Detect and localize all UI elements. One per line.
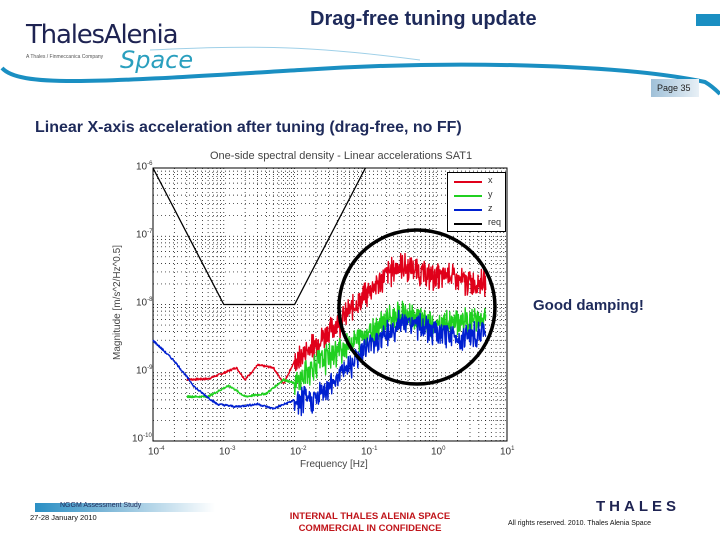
y-axis-label-wrap: Magnitude [m/s^2/Hz^0.5] [112,245,227,371]
footer-confidentiality: INTERNAL THALES ALENIA SPACE COMMERCIAL … [270,511,470,535]
company-logo: ThalesAlenia A Thales / Finmeccanica Com… [26,20,193,74]
chart-title: One-side spectral density - Linear accel… [210,150,473,162]
legend-item-z: z [452,203,504,216]
ytick-1e-7: 10-7 [136,229,153,241]
accent-bar [696,14,720,26]
footer-copyright: All rights reserved. 2010. Thales Alenia… [508,520,652,527]
xtick-1e-2: 10-2 [290,446,307,458]
confidential-line-1: INTERNAL THALES ALENIA SPACE [289,511,451,522]
xtick-1e-1: 10-1 [361,446,378,458]
series-req [152,167,366,306]
footer-study-name: NGGM Assessment Study [60,502,142,509]
legend-label-req: req [488,217,502,227]
series-z [152,309,487,417]
xtick-1e-4: 10-4 [148,446,165,458]
ytick-1e-6: 10-6 [136,161,153,173]
xtick-1e1: 101 [500,446,515,458]
slide-title: Drag-free tuning update [310,8,537,30]
legend-swatch-req [454,223,482,225]
legend-label-y: y [488,189,493,199]
logo-wordmark: ThalesAlenia [26,20,179,50]
legend-swatch-y [454,195,482,197]
legend-swatch-x [454,181,482,183]
annotation-text: Good damping! [533,297,644,314]
slide-subtitle: Linear X-axis acceleration after tuning … [35,119,462,136]
ytick-1e-9: 10-9 [136,365,153,377]
xtick-1e0: 100 [431,446,446,458]
y-axis-label: Magnitude [m/s^2/Hz^0.5] [112,245,123,360]
logo-tagline: A Thales / Finmeccanica Company [26,54,104,60]
ytick-1e-10: 10-10 [132,433,152,445]
legend-label-x: x [488,175,493,185]
thales-brand-logo: THALES [596,498,680,515]
footer-band [35,503,215,512]
x-axis-label: Frequency [Hz] [300,459,368,470]
series-x [186,252,487,384]
legend-item-x: x [452,175,504,188]
legend-item-y: y [452,189,504,202]
highlight-circle [337,228,497,386]
footer-date: 27-28 January 2010 [30,513,97,522]
ytick-1e-8: 10-8 [136,297,153,309]
page-number-badge: Page 35 [651,79,699,97]
header-swoosh-decoration [0,46,720,96]
logo-space-word: Space [120,46,194,74]
chart-legend: x y z req [447,172,506,232]
confidential-line-2: COMMERCIAL IN CONFIDENCE [298,523,442,534]
plot-frame [152,167,508,442]
legend-swatch-z [454,209,482,211]
xtick-1e-3: 10-3 [219,446,236,458]
legend-item-req: req [452,217,504,230]
legend-label-z: z [488,203,493,213]
